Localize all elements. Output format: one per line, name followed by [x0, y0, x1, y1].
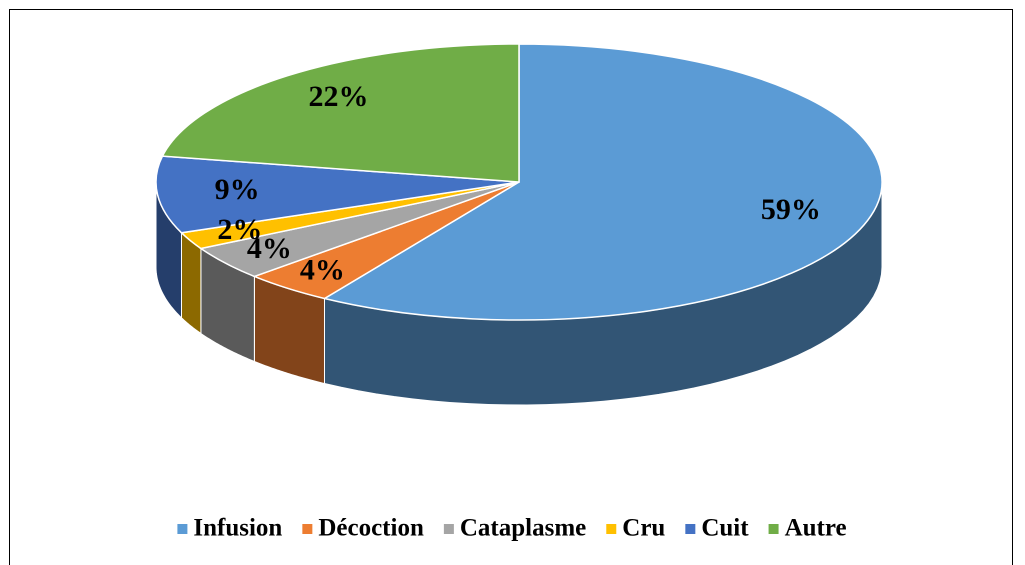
slice: [155, 155, 520, 234]
data-label: 2%: [217, 213, 262, 246]
legend-label: Cru: [622, 515, 665, 542]
data-label: 9%: [215, 173, 260, 206]
data-label: 4%: [300, 253, 345, 286]
legend-swatch: [606, 524, 617, 534]
legend-label: Cuit: [701, 515, 749, 542]
slice-side: [180, 231, 202, 335]
legend-label: Autre: [785, 515, 847, 542]
legend-swatch: [443, 524, 454, 534]
legend-swatch: [177, 524, 188, 534]
legend-swatch: [302, 524, 313, 534]
legend-label: Infusion: [193, 515, 282, 542]
legend-label: Cataplasme: [460, 515, 586, 542]
data-label: 4%: [247, 232, 292, 265]
data-label: 59%: [761, 193, 821, 226]
slice: [161, 43, 520, 183]
legend-swatch: [685, 524, 696, 534]
frame: [9, 9, 1013, 565]
legend-label: Décoction: [318, 515, 424, 542]
slice: [322, 43, 883, 321]
legend-swatch: [768, 524, 779, 534]
data-label: 22%: [309, 80, 369, 113]
